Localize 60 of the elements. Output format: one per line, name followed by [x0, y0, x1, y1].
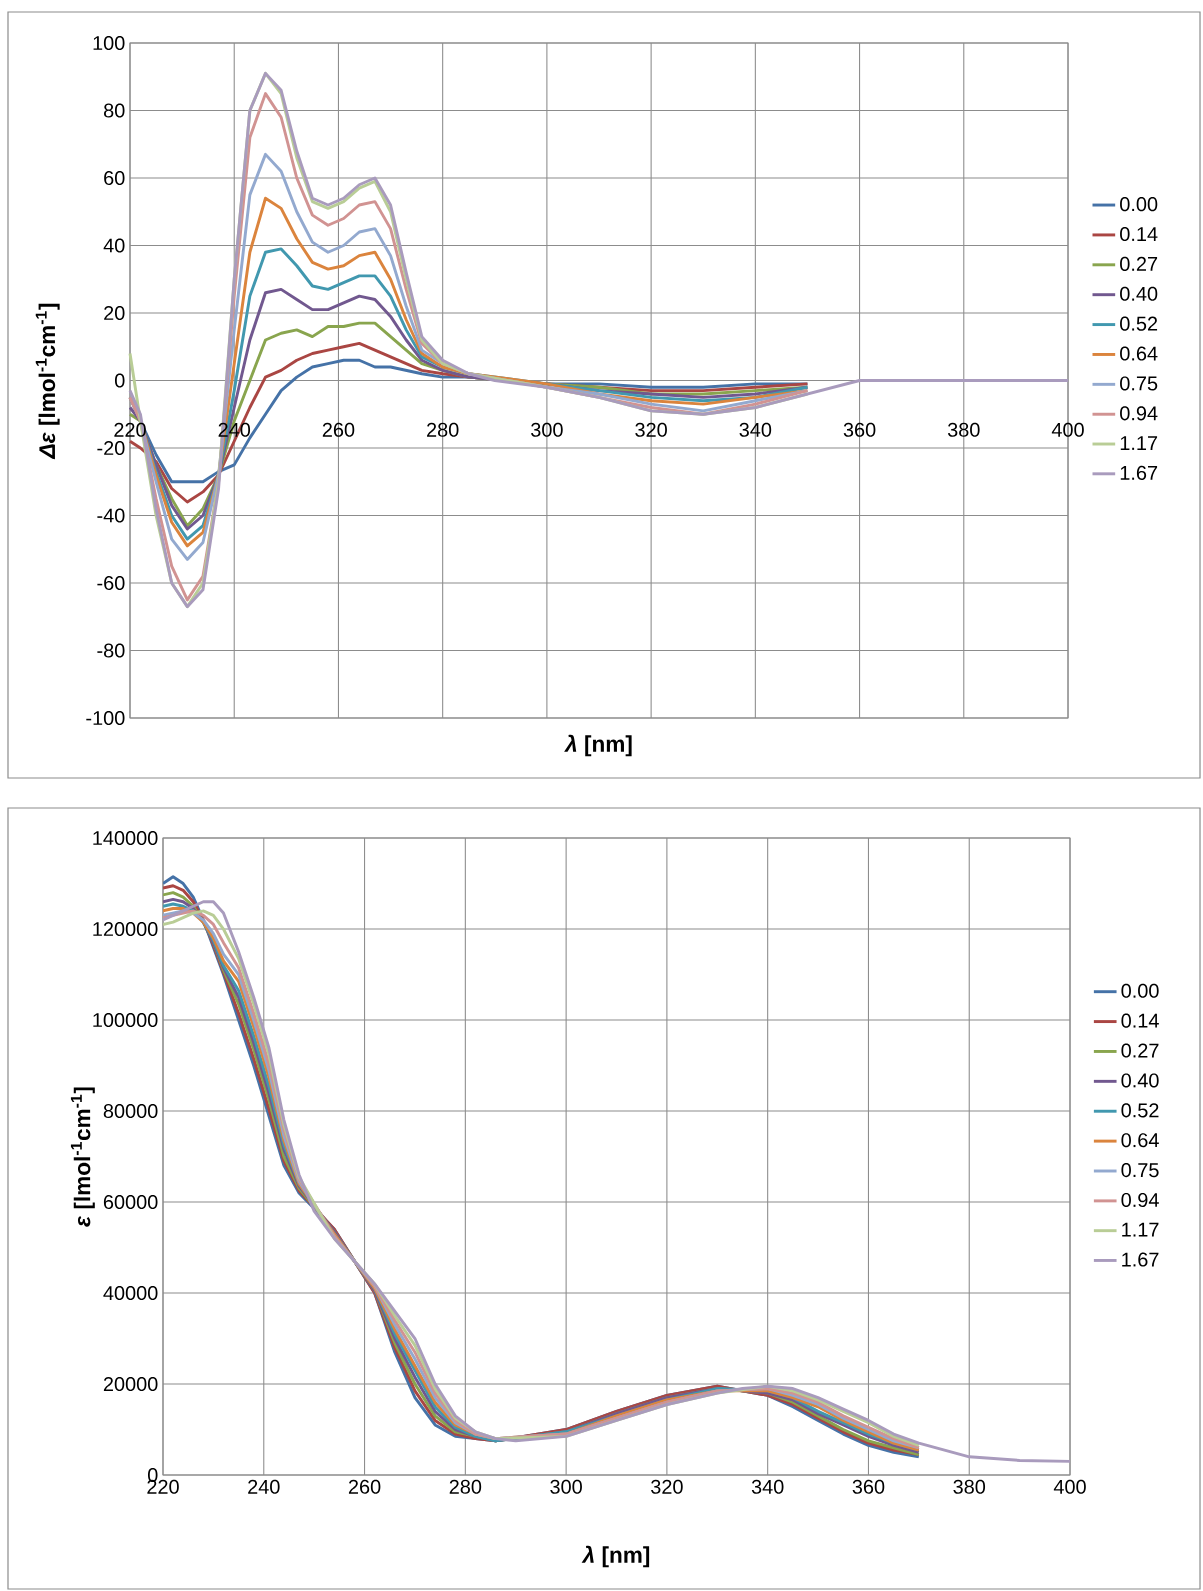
x-tick-label: 340: [739, 422, 772, 437]
y-tick-label: 20: [104, 305, 125, 321]
x-tick-label: 280: [449, 1479, 482, 1494]
x-tick-label: 400: [1051, 422, 1084, 437]
legend-label: 0.27: [1120, 256, 1158, 271]
y-tick-label: 0: [115, 373, 125, 388]
x-tick-label: 260: [322, 422, 355, 437]
y-tick-label: 100: [93, 35, 125, 51]
legend-label: 0.75: [1121, 1163, 1159, 1178]
legend-label: 0.00: [1121, 983, 1159, 998]
x-tick-label: 320: [635, 422, 667, 437]
x-tick-label: 360: [852, 1479, 885, 1494]
y-tick-label: -20: [97, 440, 125, 456]
x-tick-label: 240: [248, 1479, 280, 1494]
y-tick-label: 60000: [103, 1194, 158, 1210]
y-axis-title: Δε [lmol$^{-1}$cm$^{-1}$]: [35, 303, 60, 460]
x-tick-label: 220: [114, 422, 146, 437]
legend-label: 0.64: [1120, 346, 1158, 361]
legend-label: 0.27: [1121, 1043, 1159, 1058]
x-tick-label: 280: [427, 422, 459, 437]
legend-label: 0.14: [1121, 1013, 1159, 1028]
y-tick-label: 80000: [103, 1103, 158, 1119]
legend-label: 0.40: [1121, 1073, 1159, 1088]
legend-label: 1.17: [1120, 436, 1158, 450]
legend-label: 1.67: [1120, 465, 1158, 480]
legend-label: 0.52: [1121, 1103, 1159, 1118]
legend-label: 0.94: [1120, 406, 1158, 421]
legend-label: 0.75: [1120, 376, 1158, 391]
x-tick-label: 400: [1053, 1479, 1086, 1494]
x-tick-label: 340: [751, 1479, 784, 1494]
x-tick-label: 380: [947, 422, 980, 437]
legend-label: 0.14: [1120, 226, 1158, 242]
legend-label: 0.64: [1121, 1133, 1159, 1148]
y-tick-label: 80: [104, 103, 125, 118]
x-axis-title: λ [nm]: [564, 734, 632, 757]
y-tick-label: 40: [103, 238, 125, 253]
legend-label: 0.00: [1120, 197, 1158, 212]
x-tick-label: 360: [843, 422, 876, 437]
y-tick-label: 40000: [103, 1285, 158, 1301]
y-tick-label: -40: [97, 508, 125, 523]
legend-label: 1.17: [1122, 1222, 1159, 1237]
y-tick-label: 120000: [93, 921, 158, 937]
y-tick-label: 100000: [93, 1012, 158, 1028]
y-axis-title: ε [lmol$^{-1}$cm$^{-1}$]: [70, 1087, 95, 1227]
x-tick-label: 320: [651, 1479, 683, 1494]
legend-label: 0.94: [1121, 1192, 1159, 1208]
y-tick-label: 60: [104, 170, 125, 186]
y-tick-label: -100: [86, 710, 125, 726]
y-tick-label: 140000: [93, 830, 158, 846]
x-axis-title: λ [nm]: [581, 1545, 650, 1568]
x-tick-label: 300: [531, 422, 563, 437]
y-tick-label: -60: [97, 575, 125, 591]
legend-label: 1.67: [1122, 1252, 1159, 1267]
y-tick-label: -80: [97, 643, 125, 658]
x-tick-label: 300: [550, 1479, 582, 1494]
legend-label: 0.40: [1120, 286, 1158, 301]
x-tick-label: 260: [348, 1479, 381, 1494]
x-tick-label: 380: [953, 1479, 986, 1494]
legend-label: 0.52: [1120, 316, 1158, 331]
y-tick-label: 20000: [103, 1376, 158, 1392]
